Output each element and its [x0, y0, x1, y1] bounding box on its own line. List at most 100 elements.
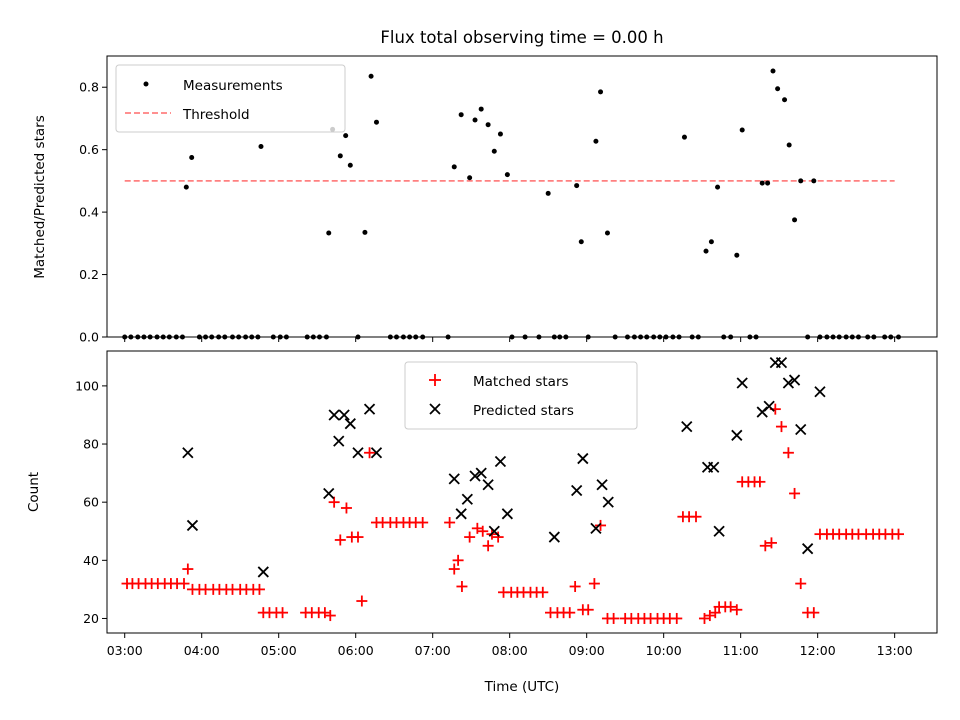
- measurement-point: [326, 230, 332, 236]
- bottom-x-tick-label: 09:00: [569, 643, 605, 658]
- top-y-tick-label: 0.4: [79, 205, 99, 220]
- measurement-point: [458, 112, 464, 118]
- matched-star-point: [789, 487, 801, 499]
- predicted-star-point: [788, 374, 801, 386]
- measurement-point: [782, 97, 788, 103]
- top-legend: Measurements Threshold: [115, 64, 346, 133]
- measurement-point: [343, 133, 349, 139]
- top-legend-box: [115, 64, 346, 133]
- matched-star-point: [482, 540, 494, 552]
- predicted-star-point: [814, 386, 826, 398]
- measurement-point: [362, 229, 368, 235]
- measurement-point: [467, 175, 473, 181]
- measurement-point: [792, 217, 798, 223]
- matched-star-point: [328, 496, 340, 508]
- bottom-x-tick-label: 05:00: [261, 643, 297, 658]
- measurement-point: [798, 178, 804, 184]
- predicted-star-point: [775, 356, 788, 369]
- measurement-point: [598, 89, 604, 95]
- measurement-point: [708, 239, 714, 245]
- matched-star-point: [893, 528, 905, 540]
- matched-star-point: [569, 580, 581, 592]
- predicted-star-point: [363, 403, 376, 415]
- bottom-plot-area: 20 40 60 80 100 03:00 04:00 05:00 06:00 07:00 08:…: [75, 350, 938, 658]
- legend-matched-marker: [429, 374, 441, 386]
- measurement-point: [478, 106, 484, 112]
- matched-star-point: [277, 607, 289, 619]
- measurement-point: [189, 154, 195, 160]
- matched-star-point: [352, 531, 364, 543]
- measurement-point: [183, 184, 189, 190]
- measurement-point: [811, 178, 817, 184]
- matched-star-point: [452, 554, 464, 566]
- bottom-x-tick-label: 10:00: [646, 643, 682, 658]
- measurement-point: [739, 127, 745, 133]
- matched-star-point: [477, 525, 489, 537]
- matched-star-point: [731, 604, 743, 616]
- top-plot-area: 0.0 0.2 0.4 0.6 0.8: [79, 55, 938, 345]
- predicted-star-point: [186, 519, 199, 532]
- measurement-point: [593, 138, 599, 144]
- bottom-data-marks: [121, 356, 905, 624]
- bottom-y-tick-label: 80: [83, 437, 99, 452]
- bottom-y-axis: 20 40 60 80 100: [75, 378, 107, 626]
- matched-star-point: [178, 578, 190, 590]
- predicted-star-point: [596, 479, 608, 491]
- measurement-point: [485, 122, 491, 128]
- matched-star-point: [334, 534, 346, 546]
- measurement-point: [574, 183, 580, 189]
- matched-star-point: [340, 502, 352, 514]
- measurement-point: [258, 144, 264, 150]
- measurement-point: [451, 164, 457, 170]
- predicted-star-point: [182, 447, 194, 459]
- measurement-point: [368, 73, 374, 79]
- predicted-star-point: [763, 400, 775, 412]
- measurement-point: [681, 134, 687, 140]
- predicted-star-point: [257, 566, 269, 578]
- predicted-star-point: [338, 409, 350, 421]
- matched-star-point: [709, 607, 721, 619]
- measurement-point: [759, 180, 765, 186]
- bottom-x-tick-label: 08:00: [492, 643, 528, 658]
- bottom-y-tick-label: 20: [83, 611, 99, 626]
- measurement-point: [775, 86, 781, 92]
- bottom-y-axis-label: Count: [26, 472, 42, 512]
- matched-star-point: [564, 607, 576, 619]
- measurement-point: [337, 153, 343, 159]
- matched-star-point: [690, 511, 702, 523]
- bottom-x-tick-label: 12:00: [800, 643, 836, 658]
- matched-star-point: [795, 578, 807, 590]
- predicted-star-point: [482, 479, 494, 491]
- matched-star-point: [356, 595, 368, 607]
- top-y-tick-label: 0.0: [79, 330, 99, 345]
- predicted-star-point: [713, 525, 725, 537]
- predicted-star-point: [323, 487, 335, 500]
- predicted-star-point: [488, 525, 500, 537]
- predicted-star-point: [708, 461, 720, 473]
- legend-matched-label: Matched stars: [473, 374, 569, 390]
- matched-star-point: [588, 578, 600, 590]
- predicted-star-point: [352, 447, 364, 459]
- matched-star-point: [765, 537, 777, 549]
- measurement-point: [491, 148, 497, 154]
- predicted-star-point: [448, 473, 460, 485]
- predicted-star-point: [461, 493, 473, 505]
- bottom-y-tick-label: 40: [83, 553, 99, 568]
- bottom-axes-frame: [106, 350, 938, 634]
- bottom-y-tick-label: 60: [83, 495, 99, 510]
- predicted-star-point: [795, 423, 807, 436]
- matched-star-point: [582, 604, 594, 616]
- top-data-marks: [122, 68, 902, 340]
- matched-star-point: [456, 580, 468, 592]
- measurement-point: [770, 68, 776, 74]
- measurement-point: [578, 239, 584, 245]
- measurement-point: [347, 162, 353, 168]
- matched-star-point: [754, 476, 766, 488]
- matched-star-point: [808, 607, 820, 619]
- predicted-star-point: [455, 508, 467, 520]
- predicted-star-point: [736, 377, 748, 389]
- bottom-x-tick-label: 04:00: [184, 643, 220, 658]
- measurement-point: [786, 142, 792, 148]
- matched-star-point: [671, 612, 683, 624]
- bottom-y-tick-label: 100: [75, 378, 99, 393]
